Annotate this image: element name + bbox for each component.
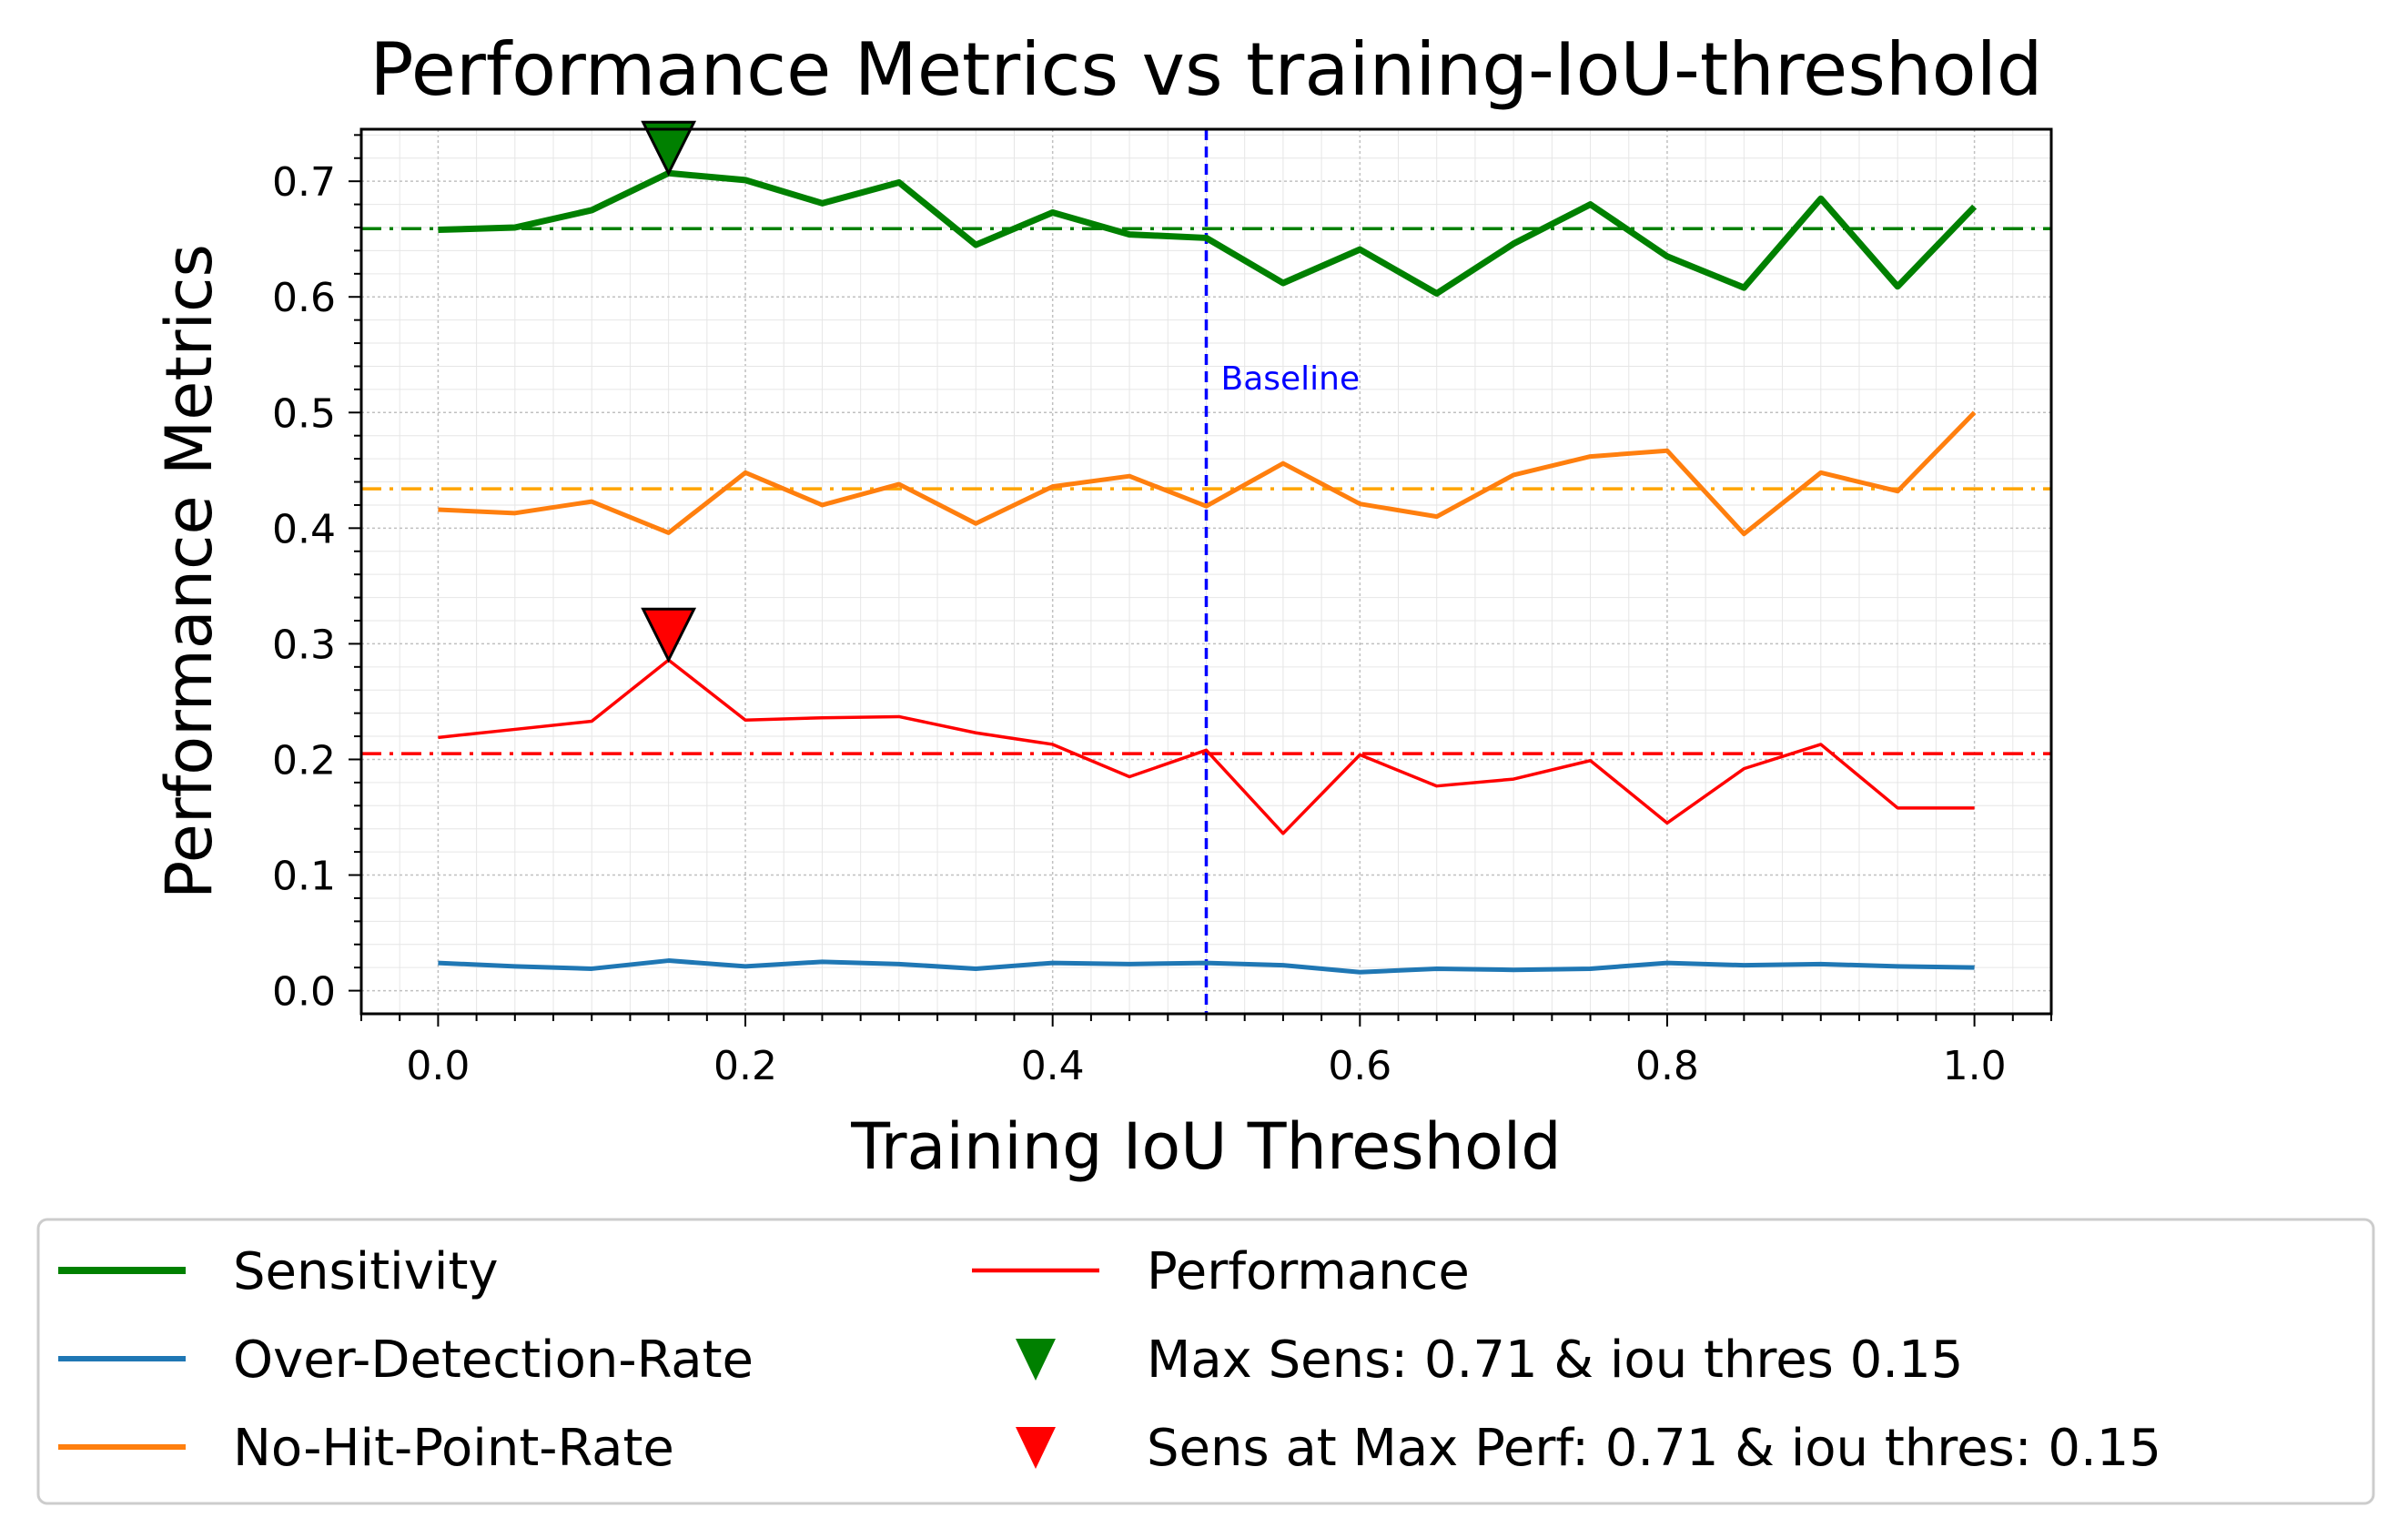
max-markers (641, 120, 697, 663)
series-line-over-detection-rate (438, 958, 1975, 975)
y-tick-label: 0.7 (272, 159, 336, 206)
y-tick-label: 0.6 (272, 275, 336, 321)
max-marker (641, 607, 697, 663)
baseline-label: Baseline (1221, 360, 1361, 398)
legend-label: No-Hit-Point-Rate (233, 1419, 674, 1478)
legend-label: Performance (1147, 1242, 1470, 1301)
y-tick-label: 0.0 (272, 969, 336, 1016)
y-tick-label: 0.4 (272, 506, 336, 552)
legend: Sensitivity Over-Detection-Rate No-Hit-Poi… (36, 1218, 2375, 1505)
y-tick-label: 0.2 (272, 737, 336, 784)
series-line-no-hit-point-rate (438, 410, 1977, 537)
legend-label: Max Sens: 0.71 & iou thres 0.15 (1147, 1331, 1963, 1390)
axis-ticks: 0.0 0.2 0.4 0.6 0.8 1.0 0.0 0.1 0.2 0.3 0.4 0.5 0.6 0… (272, 134, 2052, 1089)
chart-title: Performance Metrics vs training-IoU-thre… (369, 27, 2042, 112)
x-axis-label: Training IoU Threshold (850, 1109, 1561, 1184)
y-axis-label: Performance Metrics (152, 244, 227, 899)
legend-box (36, 1218, 2375, 1505)
series-lines (438, 169, 1978, 975)
x-tick-label: 0.6 (1328, 1043, 1391, 1089)
max-marker (641, 120, 697, 177)
y-tick-label: 0.3 (272, 622, 336, 668)
y-tick-label: 0.1 (272, 854, 336, 900)
legend-label: Sens at Max Perf: 0.71 & iou thres: 0.15 (1147, 1419, 2161, 1478)
series-line-sensitivity (438, 169, 1978, 297)
x-tick-label: 1.0 (1943, 1043, 2007, 1089)
x-tick-label: 0.4 (1021, 1043, 1085, 1089)
legend-marker (1016, 1339, 1056, 1381)
legend-label: Sensitivity (233, 1242, 499, 1301)
x-tick-label: 0.2 (713, 1043, 777, 1089)
reference-lines (361, 129, 2051, 1014)
y-tick-label: 0.5 (272, 390, 336, 437)
x-tick-label: 0.0 (406, 1043, 470, 1089)
legend-marker (1016, 1427, 1056, 1469)
x-tick-label: 0.8 (1635, 1043, 1699, 1089)
legend-label: Over-Detection-Rate (233, 1331, 754, 1390)
series-line-performance (438, 658, 1975, 835)
